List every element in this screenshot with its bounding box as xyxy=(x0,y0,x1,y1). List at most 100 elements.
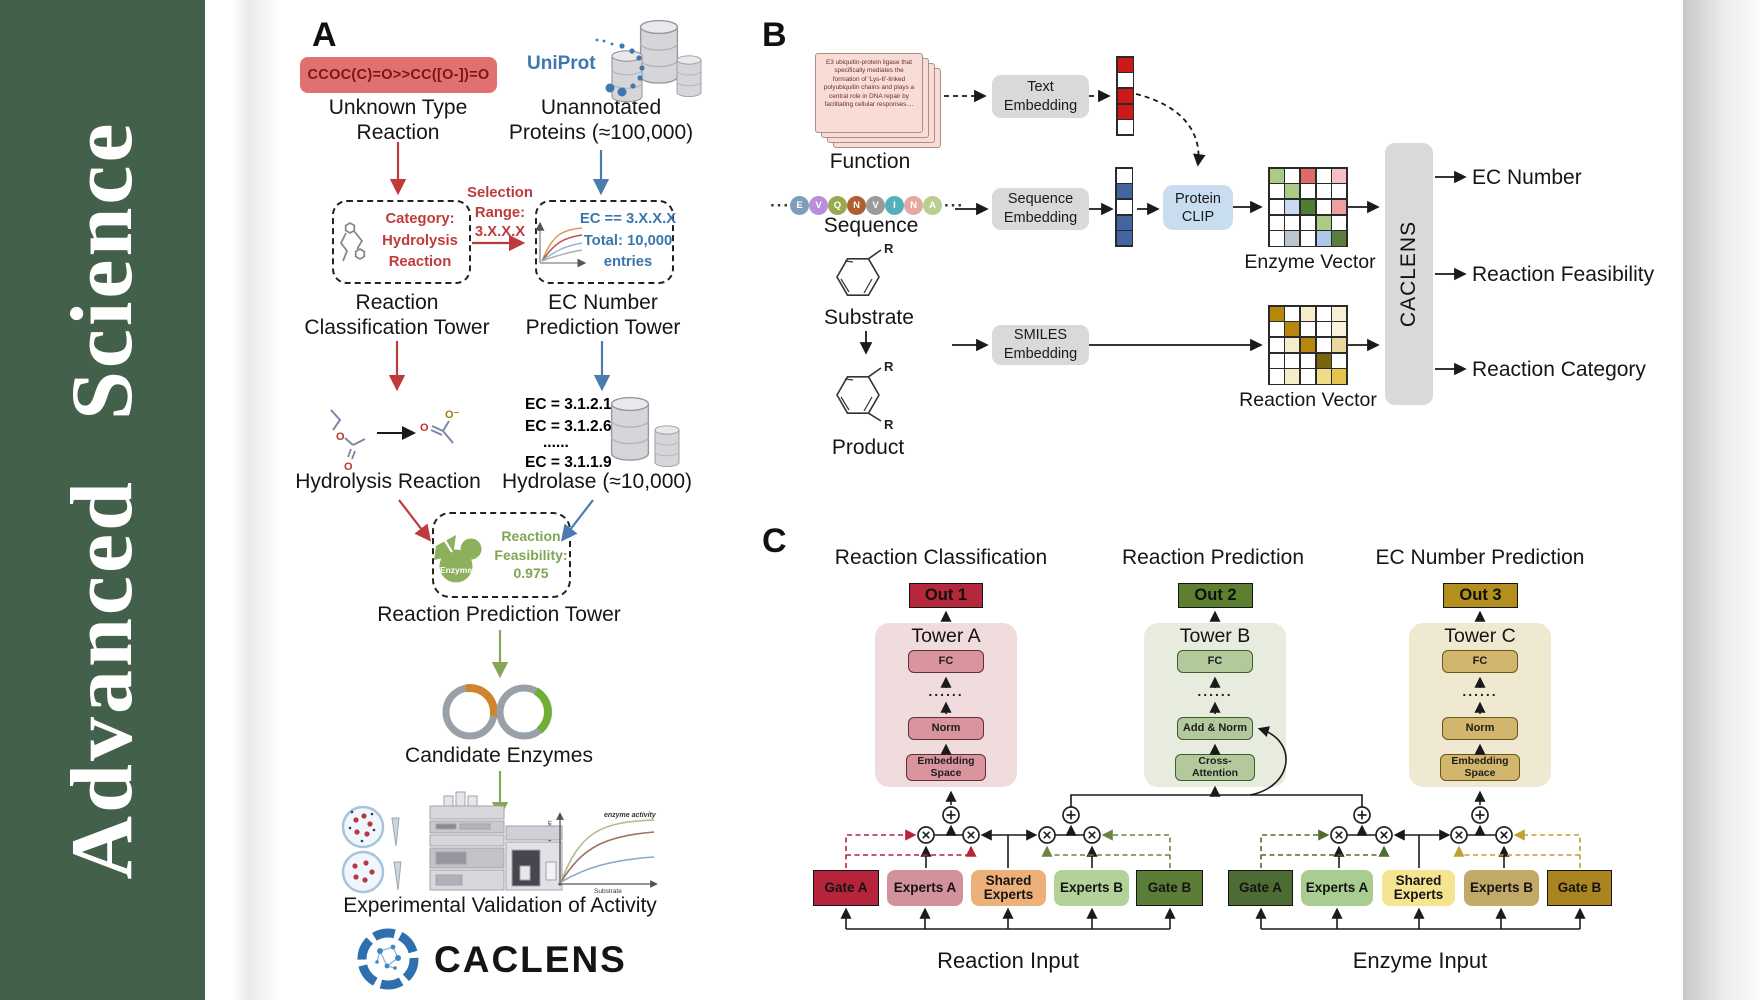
tower-b: Tower B FC ...... Add & Norm Cross-Atten… xyxy=(1144,623,1286,787)
reaction-vector-label: Reaction Vector xyxy=(1239,389,1377,411)
function-label: Function xyxy=(829,150,911,173)
caclens-logo-icon xyxy=(357,928,419,990)
residue-circle: E xyxy=(790,196,809,215)
out1-box: Out 1 xyxy=(909,583,983,608)
out3-box: Out 3 xyxy=(1443,583,1518,608)
multiply-nodes xyxy=(917,826,1513,844)
hydrolase-database-icon xyxy=(610,396,680,468)
residue-circle: I xyxy=(885,196,904,215)
panel-b-arrows xyxy=(859,89,1467,376)
ester-molecule: O O xyxy=(330,409,366,473)
caclens-model-box: CACLENS xyxy=(1385,143,1433,405)
smiles-reaction-box: CCOC(C)=O>>CC([O-])=O xyxy=(300,57,497,93)
moe-enzyme-experts-b: Experts B xyxy=(1464,870,1539,906)
reaction-vector-grid xyxy=(1268,305,1348,385)
sequence-ellipsis-left: ··· xyxy=(770,196,790,215)
product-molecule: R R xyxy=(836,359,894,432)
page-edge-shadow-right xyxy=(1683,0,1760,1000)
smiles-embedding-box: SMILES Embedding xyxy=(992,325,1089,365)
plot-xlabel: Substrate xyxy=(594,888,622,895)
sequence-embedding-vector xyxy=(1115,167,1133,247)
moe-reaction-gate-b: Gate B xyxy=(1136,870,1203,906)
moe-reaction-shared-experts: Shared Experts xyxy=(971,870,1046,906)
substrate-label: Substrate xyxy=(824,306,914,329)
acetate-molecule: O⁻ O xyxy=(420,409,460,444)
add-nodes xyxy=(942,806,1489,824)
ec-list-item: EC = 3.1.2.6 xyxy=(525,418,612,435)
text-embedding-box: Text Embedding xyxy=(992,75,1089,118)
column-title-reaction-prediction: Reaction Prediction xyxy=(1121,546,1305,569)
enzyme-vector-grid xyxy=(1268,167,1348,247)
hydrolysis-reaction-label: Hydrolysis Reaction xyxy=(295,470,481,493)
sequence-embedding-box: Sequence Embedding xyxy=(992,188,1089,230)
protein-clip-box: Protein CLIP xyxy=(1163,185,1233,230)
reaction-feasibility-label: Reaction Feasibility: 0.975 xyxy=(494,528,568,581)
candidate-enzymes-label: Candidate Enzymes xyxy=(405,744,593,767)
plot-ylabel: Rate of reaction xyxy=(546,820,554,867)
gate-b-reaction-wire xyxy=(1041,829,1171,868)
moe-enzyme-shared-experts: Shared Experts xyxy=(1382,870,1455,906)
residue-circle: V xyxy=(866,196,885,215)
unannotated-proteins-label: Unannotated Proteins (≈100,000) xyxy=(508,96,694,144)
gate-a-enzyme-wire xyxy=(1260,829,1390,868)
substrate-molecule: R xyxy=(836,241,894,297)
column-title-ec-number-prediction: EC Number Prediction xyxy=(1375,546,1585,569)
reaction-prediction-tower-label: Reaction Prediction Tower xyxy=(377,603,621,626)
uniprot-database-icon xyxy=(611,19,702,103)
hydrolase-label: Hydrolase (≈10,000) xyxy=(501,470,693,493)
function-card-text: E3 ubiquitin-protein ligase that specifi… xyxy=(823,59,915,109)
selection-range-label: Selection Range: 3.X.X.X xyxy=(467,185,533,240)
svg-text:R: R xyxy=(884,241,894,256)
tower-c: Tower C FC ...... Norm Embedding Space xyxy=(1409,623,1551,787)
svg-text:O: O xyxy=(336,431,345,443)
hplc-instrument-icon xyxy=(429,791,563,891)
tower-a: Tower A FC ...... Norm Embedding Space xyxy=(875,623,1017,787)
reaction-feasibility-dashed-box xyxy=(432,512,571,598)
enzyme-input-label: Enzyme Input xyxy=(1352,948,1488,973)
reaction-input-label: Reaction Input xyxy=(937,948,1079,973)
moe-reaction-experts-b: Experts B xyxy=(1054,870,1129,906)
enzyme-vector-label: Enzyme Vector xyxy=(1244,251,1376,273)
reaction-classification-dashed-box xyxy=(332,200,471,284)
panel-b-label: B xyxy=(762,16,787,54)
residue-circle: V xyxy=(809,196,828,215)
moe-enzyme-gate-a: Gate A xyxy=(1228,870,1293,906)
journal-sidebar: Advanced Science xyxy=(0,0,205,1000)
ec-list-item: EC = 3.1.2.1 xyxy=(525,396,612,413)
ec-list-item: ...... xyxy=(543,434,569,451)
residue-circle: N xyxy=(847,196,866,215)
moe-enzyme-gate-b: Gate B xyxy=(1547,870,1612,906)
category-hydrolysis-label: Category: Hydrolysis Reaction xyxy=(382,211,458,270)
ec-prediction-dashed-box xyxy=(535,200,674,284)
page-edge-shadow-left xyxy=(233,0,279,1000)
product-label: Product xyxy=(831,436,905,459)
moe-reaction-experts-a: Experts A xyxy=(887,870,963,906)
enzyme-activity-plot xyxy=(556,812,658,888)
caclens-logo-text: CACLENS xyxy=(434,939,627,980)
sequence-ellipsis-right: ··· xyxy=(944,196,964,215)
svg-text:R: R xyxy=(884,359,894,374)
gate-b-enzyme-wire xyxy=(1453,829,1581,868)
reaction-classification-tower-label: Reaction Classification Tower xyxy=(304,291,490,339)
svg-text:R: R xyxy=(884,417,894,432)
ec-list-item: EC = 3.1.1.9 xyxy=(525,454,612,471)
journal-title: Advanced Science xyxy=(54,120,151,880)
function-card: E3 ubiquitin-protein ligase that specifi… xyxy=(815,53,923,133)
sequence-label: Sequence xyxy=(823,214,919,237)
unknown-type-reaction-label: Unknown Type Reaction xyxy=(328,96,468,144)
experimental-validation-label: Experimental Validation of Activity xyxy=(343,894,657,917)
text-embedding-vector xyxy=(1116,56,1134,136)
moe-reaction-gate-a: Gate A xyxy=(813,870,879,906)
out2-box: Out 2 xyxy=(1178,583,1253,608)
column-title-reaction-classification: Reaction Classification xyxy=(834,546,1048,569)
petri-dish-icons xyxy=(341,805,402,894)
residue-circle: A xyxy=(923,196,942,215)
output-ec-number: EC Number xyxy=(1472,166,1582,189)
uniprot-logo-dots xyxy=(595,38,645,97)
ec-criteria-label: EC == 3.X.X.X Total: 10,000 entries xyxy=(579,211,677,270)
enzyme-activity-annotation: enzyme activity xyxy=(604,812,656,819)
uniprot-logo-text: UniProt xyxy=(527,53,596,74)
residue-circle: Q xyxy=(828,196,847,215)
